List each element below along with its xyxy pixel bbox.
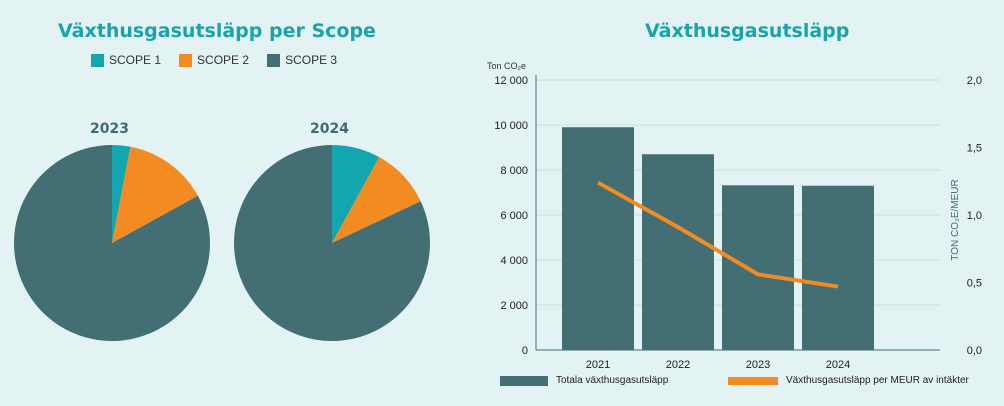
legend-total: Totala växthusgasutsläpp <box>500 375 668 386</box>
legend-scope3-swatch <box>267 53 281 67</box>
bar-line-chart: Ton CO₂e 0 2 000 4 000 6 000 8 000 10 000 12 00… <box>487 61 982 371</box>
y-tick-label: 10 000 <box>494 120 528 132</box>
right-chart-title: Växthusgasutsläpp <box>645 20 850 42</box>
x-tick-label: 2023 <box>746 359 770 371</box>
legend-scope1-label: SCOPE 1 <box>109 53 162 67</box>
y2-tick-label: 1,5 <box>967 143 982 155</box>
legend-scope1-swatch <box>91 53 104 67</box>
pie-2023-slice-scope2 <box>112 146 198 243</box>
legend-scope2-label: SCOPE 2 <box>197 53 250 67</box>
x-tick-label: 2024 <box>826 359 850 371</box>
legend-intensity: Växthusgasutsläpp per MEUR av intäkter <box>728 375 969 386</box>
pie-2024-slice-scope2 <box>332 157 421 243</box>
pie-2024-slice-scope3 <box>233 145 430 341</box>
pie-chart-2024 <box>233 145 430 341</box>
legend-total-label: Totala växthusgasutsläpp <box>556 375 669 386</box>
y-axis-unit-label: Ton CO₂e <box>487 61 526 71</box>
legend-scope1: SCOPE 1 <box>91 53 161 67</box>
x-tick-label: 2021 <box>586 359 610 371</box>
y-tick-label: 2 000 <box>500 300 528 312</box>
legend-scope2: SCOPE 2 <box>179 53 249 67</box>
scope-legend: SCOPE 1 SCOPE 2 SCOPE 3 <box>91 53 337 67</box>
legend-intensity-label: Växthusgasutsläpp per MEUR av intäkter <box>786 375 969 386</box>
bar-2024 <box>802 185 874 350</box>
y2-tick-label: 1,0 <box>967 210 982 222</box>
y-tick-label: 6 000 <box>500 210 528 222</box>
y2-tick-label: 2,0 <box>967 75 982 87</box>
y-tick-label: 4 000 <box>500 255 528 267</box>
pie-chart-2023 <box>13 145 210 341</box>
legend-total-swatch <box>500 375 548 386</box>
bar-2022 <box>642 154 714 350</box>
y-tick-label: 12 000 <box>494 75 528 87</box>
y2-tick-label: 0,0 <box>967 345 982 357</box>
legend-scope2-swatch <box>179 53 193 67</box>
legend-intensity-swatch <box>728 376 778 385</box>
left-chart-title: Växthusgasutsläpp per Scope <box>58 20 376 42</box>
legend-scope3-label: SCOPE 3 <box>285 53 338 67</box>
pie-2023-year: 2023 <box>90 121 129 137</box>
y2-tick-label: 0,5 <box>967 278 982 290</box>
pie-2023-slice-scope3 <box>13 145 210 341</box>
bar-2021 <box>562 127 634 350</box>
pie-2024-slice-scope1 <box>332 145 380 243</box>
x-tick-label: 2022 <box>666 359 690 371</box>
legend-scope3: SCOPE 3 <box>267 53 337 67</box>
pie-2024-year: 2024 <box>310 121 349 137</box>
pie-2023-slice-scope1 <box>112 145 131 243</box>
bar-2023 <box>722 185 794 350</box>
y-tick-label: 8 000 <box>500 165 528 177</box>
y2-axis-label: TON CO₂E/MEUR <box>950 179 961 260</box>
y-tick-label: 0 <box>522 345 528 357</box>
intensity-line <box>597 180 839 289</box>
